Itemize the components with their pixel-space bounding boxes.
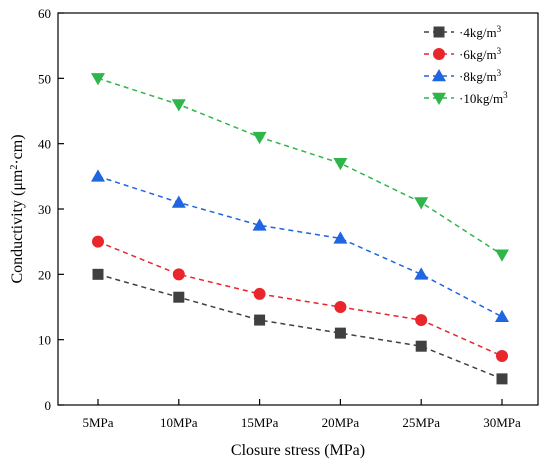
data-point-1-0 [92, 235, 104, 248]
legend-label-main-3: ·10kg/m [459, 91, 503, 106]
series-3 [91, 73, 509, 262]
data-point-1-4 [415, 314, 428, 327]
legend-marker-0 [433, 26, 445, 38]
legend-label-sup-1: 3 [497, 46, 502, 56]
series-line-0 [97, 273, 503, 380]
y-tick-label-1: 10 [38, 333, 51, 348]
data-point-1-1 [172, 268, 185, 281]
legend-label-main-1: ·6kg/m [459, 47, 497, 62]
y-tick-label-6: 60 [38, 6, 51, 21]
x-tick-label-5: 30MPa [483, 415, 521, 430]
legend-item-1: ·6kg/m3 [424, 46, 502, 62]
data-point-2-4 [414, 267, 429, 280]
data-point-2-2 [252, 218, 267, 231]
legend-item-0: ·4kg/m3 [424, 24, 502, 40]
legend-label-3: ·10kg/m3 [459, 90, 508, 106]
legend-label-0: ·4kg/m3 [459, 24, 502, 40]
x-axis-title: Closure stress (MPa) [231, 442, 365, 459]
series-2 [91, 169, 509, 323]
series-1 [92, 235, 508, 362]
data-point-1-5 [496, 350, 508, 362]
y-tick-label-2: 20 [38, 267, 51, 282]
legend-label-sup-2: 3 [497, 68, 502, 78]
legend-label-2: ·8kg/m3 [459, 68, 502, 84]
data-point-0-1 [173, 291, 185, 303]
y-tick-label-0: 0 [45, 398, 52, 413]
series-layer [91, 73, 509, 385]
data-point-3-5 [495, 249, 509, 262]
y-axis-title-main: Conductivity (μm [9, 169, 26, 283]
x-tick-label-3: 20MPa [322, 415, 360, 430]
data-point-0-5 [496, 373, 508, 385]
series-line-3 [97, 77, 503, 256]
legend-marker-2 [432, 69, 446, 82]
data-point-3-1 [171, 99, 186, 112]
legend-marker-3 [432, 92, 446, 105]
series-line-1 [97, 240, 503, 357]
legend: ·4kg/m3·6kg/m3·8kg/m3·10kg/m3 [424, 24, 508, 106]
x-tick-label-2: 15MPa [241, 415, 279, 430]
data-point-1-2 [253, 287, 266, 300]
data-point-2-3 [333, 231, 348, 244]
y-tick-label-3: 30 [38, 202, 51, 217]
data-point-2-1 [171, 195, 186, 208]
data-point-0-2 [254, 314, 266, 326]
y-tick-label-4: 40 [38, 137, 51, 152]
axis-ticks: 0 10 20 30 40 50 60 5MPa 10MPa 15MPa 20MPa 25MPa 30M… [38, 6, 521, 430]
legend-marker-1 [433, 48, 445, 60]
y-axis-title: Conductivity (μm2·cm) [9, 134, 27, 283]
y-tick-label-5: 50 [38, 71, 51, 86]
legend-label-sup-0: 3 [497, 24, 502, 34]
legend-label-main-2: ·8kg/m [459, 69, 497, 84]
legend-label-sup-3: 3 [503, 90, 508, 100]
x-tick-label-0: 5MPa [82, 415, 113, 430]
data-point-1-3 [334, 301, 347, 313]
data-point-3-0 [91, 73, 105, 86]
data-point-3-3 [333, 158, 348, 171]
data-point-0-4 [415, 340, 427, 352]
x-tick-label-1: 10MPa [160, 415, 198, 430]
series-0 [92, 268, 508, 385]
data-point-3-4 [414, 197, 429, 210]
data-point-2-0 [91, 169, 105, 182]
data-point-0-3 [334, 327, 346, 339]
legend-label-1: ·6kg/m3 [459, 46, 502, 62]
series-line-2 [97, 175, 503, 318]
y-axis-title-sup: 2 [9, 165, 20, 170]
data-point-3-2 [252, 131, 267, 145]
y-axis-title-tail: ·cm) [9, 134, 26, 164]
data-point-0-0 [92, 268, 104, 280]
legend-item-2: ·8kg/m3 [424, 68, 502, 84]
legend-item-3: ·10kg/m3 [424, 90, 508, 106]
data-point-2-5 [495, 309, 509, 323]
x-tick-label-4: 25MPa [402, 415, 440, 430]
legend-label-main-0: ·4kg/m [459, 25, 497, 40]
